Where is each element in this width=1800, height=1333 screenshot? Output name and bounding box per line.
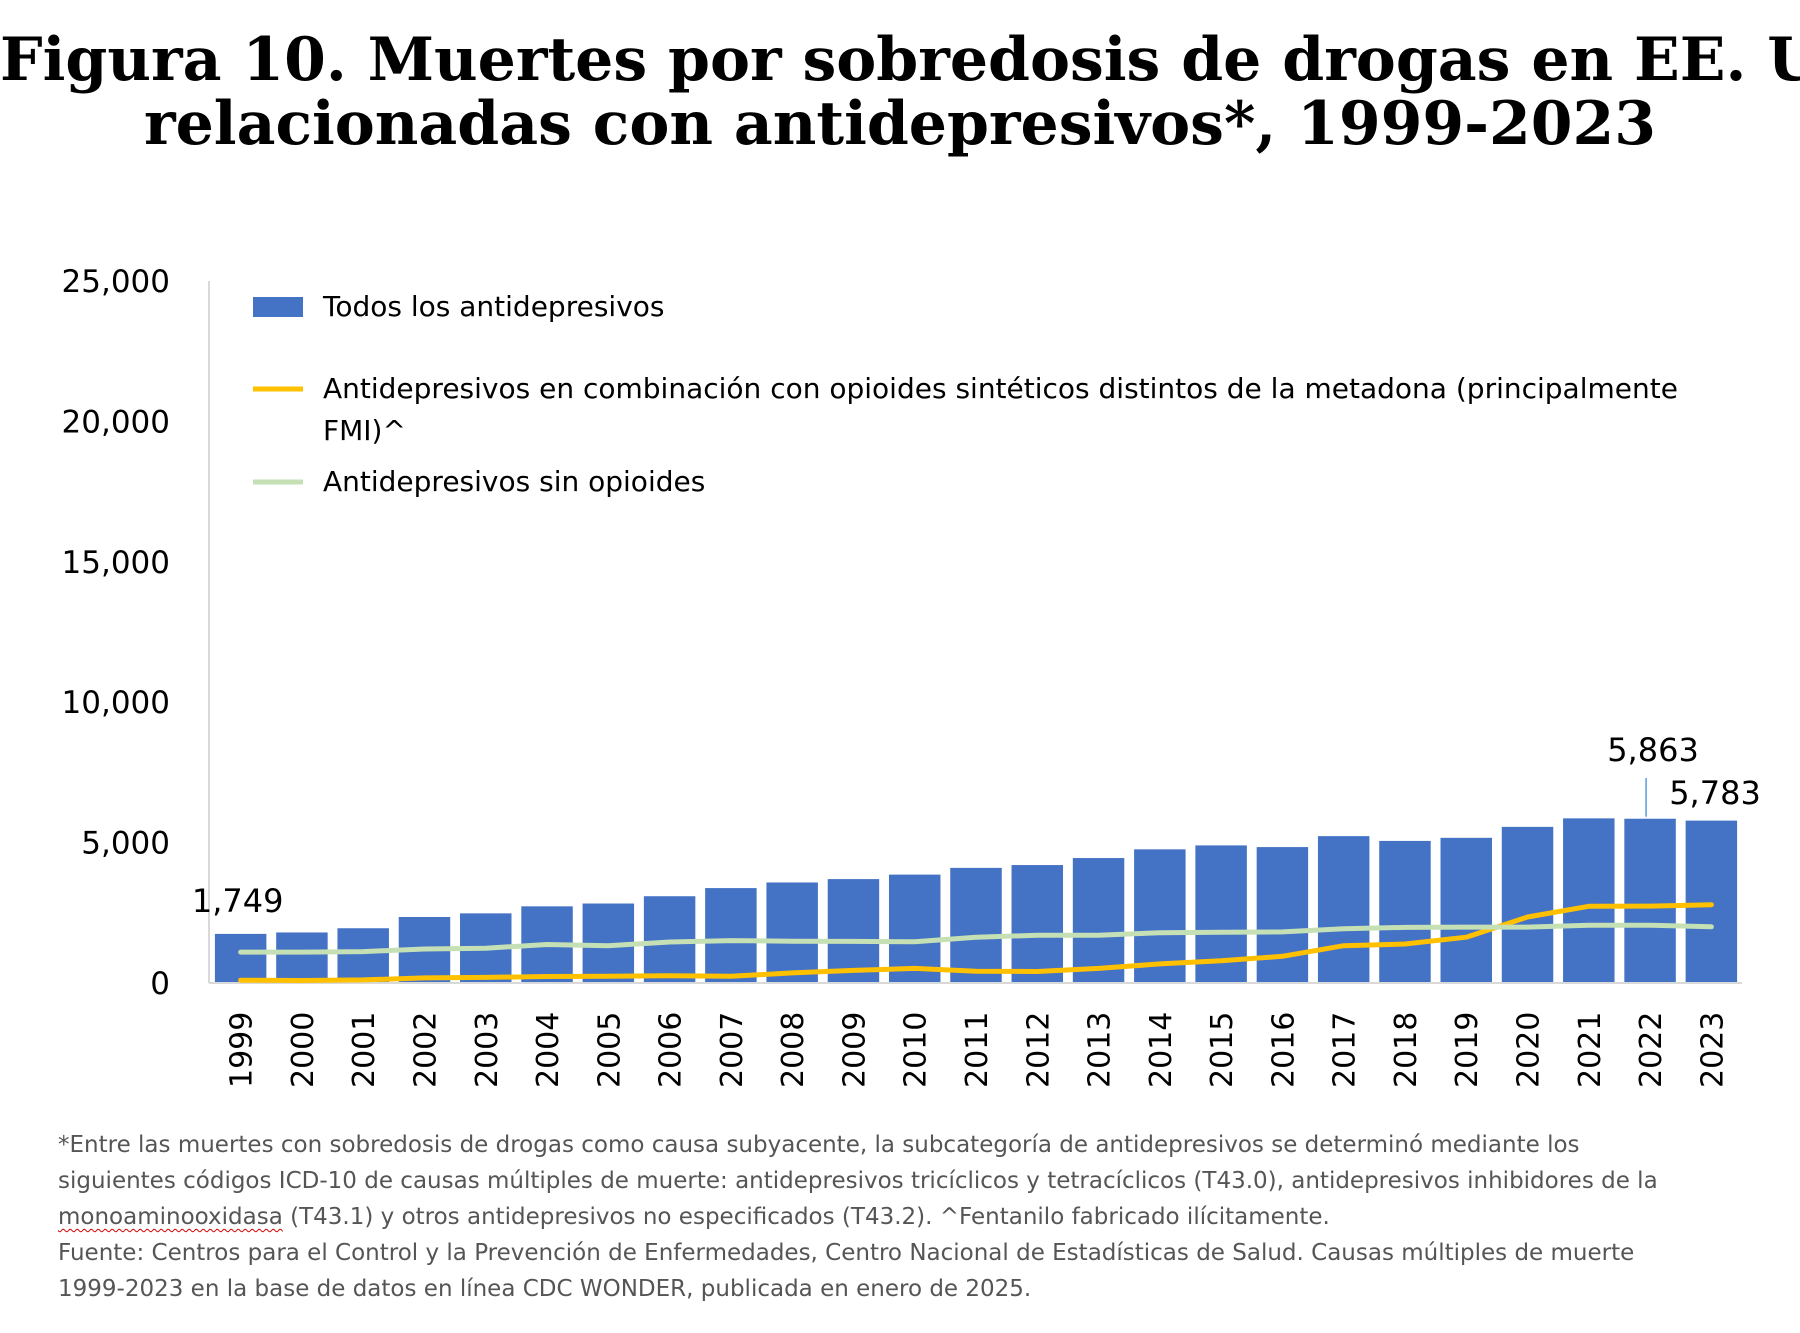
bar-todos-2017 [1317,836,1370,983]
legend-label-opioides-line-1: Antidepresivos en combinación con opioid… [323,372,1678,405]
bar-todos-1999 [214,933,267,983]
y-tick-label: 10,000 [62,685,170,721]
data-label-1999: 1,749 [192,882,284,920]
x-tick-label-2022: 2022 [1634,1012,1669,1088]
y-tick-label: 5,000 [81,826,170,862]
x-tick-label-2008: 2008 [776,1012,811,1088]
x-tick-label-2000: 2000 [286,1012,321,1088]
x-tick-label-2020: 2020 [1512,1012,1547,1088]
x-tick-label-1999: 1999 [225,1012,260,1088]
bar-todos-2020 [1501,826,1554,983]
x-tick-label-2005: 2005 [592,1012,627,1088]
bar-todos-2010 [888,874,941,983]
y-tick-label: 0 [150,966,170,1002]
source-line-1: Fuente: Centros para el Control y la Pre… [58,1240,1635,1266]
legend-label-todos: Todos los antidepresivos [322,290,664,323]
footnote-underlined-word: monoaminooxidasa [58,1204,283,1230]
x-tick-label-2019: 2019 [1450,1012,1485,1088]
footnote-line-2: siguientes códigos ICD-10 de causas múlt… [58,1168,1658,1194]
x-tick-label-2012: 2012 [1021,1012,1056,1088]
data-label-2021: 5,863 [1607,731,1699,769]
x-tick-label-2007: 2007 [715,1012,750,1088]
bar-todos-2023 [1685,820,1738,983]
y-tick-label: 25,000 [62,264,170,300]
x-tick-label-2014: 2014 [1144,1012,1179,1088]
chart-title-line-2: relacionadas con antidepresivos*, 1999-2… [143,89,1656,159]
y-tick-label: 15,000 [62,545,170,581]
footnote-line-3: monoaminooxidasa (T43.1) y otros antidep… [58,1199,1758,1235]
x-tick-label-2021: 2021 [1573,1012,1608,1088]
bar-todos-2022 [1624,818,1676,983]
bar-todos-2000 [276,932,328,983]
x-tick-label-2023: 2023 [1695,1012,1730,1088]
chart-title: Figura 10. Muertes por sobredosis de dro… [0,28,1800,156]
bar-todos-2011 [950,867,1002,983]
bar-todos-2013 [1072,858,1125,983]
x-tick-label-2015: 2015 [1205,1012,1240,1088]
bar-todos-2001 [337,928,389,983]
line-opioides-sinteticos [238,902,1714,983]
footnote-line-3-text: (T43.1) y otros antidepresivos no especi… [282,1204,1330,1230]
x-tick-label-2002: 2002 [408,1012,443,1088]
x-tick-label-2009: 2009 [837,1012,872,1088]
x-tick-label-2013: 2013 [1083,1012,1118,1088]
y-tick-label: 20,000 [62,404,170,440]
bar-todos-2021 [1563,818,1615,983]
x-tick-label-2017: 2017 [1328,1012,1363,1088]
legend-label-sin-opioides: Antidepresivos sin opioides [323,465,705,498]
bar-todos-2012 [1011,865,1064,983]
x-tick-label-2016: 2016 [1266,1012,1301,1088]
footnote-line-1: *Entre las muertes con sobredosis de dro… [58,1132,1580,1158]
legend-swatch-todos [253,297,303,317]
bar-todos-2018 [1379,840,1431,983]
x-tick-label-2001: 2001 [347,1012,382,1088]
x-tick-label-2010: 2010 [899,1012,934,1088]
bar-todos-2009 [827,879,880,983]
bar-todos-2008 [766,882,818,983]
x-tick-label-2006: 2006 [654,1012,689,1088]
x-tick-label-2018: 2018 [1389,1012,1424,1088]
line-sin-opioides [238,922,1714,955]
legend-label-opioides-line-2: FMI)^ [323,414,406,447]
data-label-2022: 5,783 [1669,774,1761,812]
source-line-2: 1999-2023 en la base de datos en línea C… [58,1276,1032,1302]
chart-title-line-1: Figura 10. Muertes por sobredosis de dro… [0,25,1800,95]
bar-todos-2019 [1440,837,1492,983]
x-tick-label-2011: 2011 [960,1012,995,1088]
bar-todos-2016 [1256,847,1309,983]
x-tick-label-2003: 2003 [470,1012,505,1088]
bar-todos-2007 [705,888,757,983]
x-tick-label-2004: 2004 [531,1012,566,1088]
